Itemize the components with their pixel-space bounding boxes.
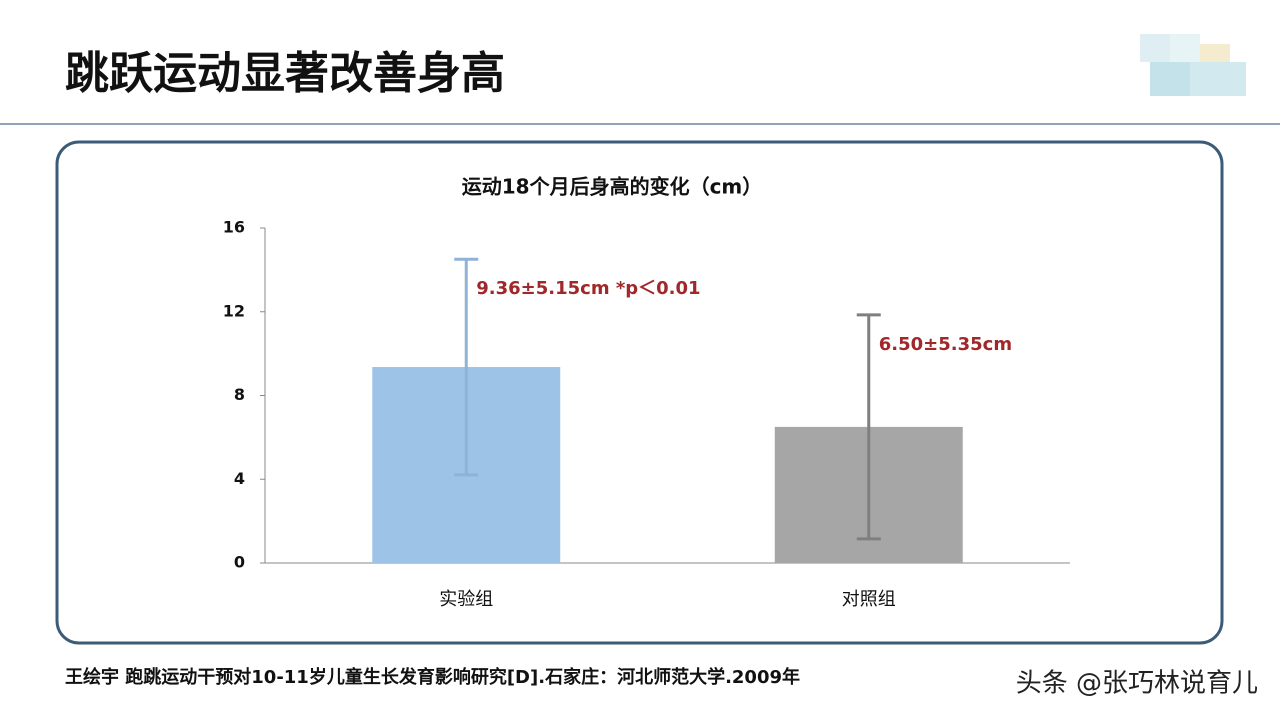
y-tick-label: 0 (234, 553, 245, 572)
annotation: 9.36±5.15cm *p＜0.01 (476, 278, 700, 299)
annotation: 6.50±5.35cm (879, 334, 1012, 355)
watermark: 头条 @张巧林说育儿 (1016, 669, 1258, 699)
mosaic (1170, 34, 1200, 62)
x-tick-label: 实验组 (439, 589, 493, 610)
y-tick-label: 4 (234, 469, 245, 488)
mosaic (1200, 44, 1230, 62)
mosaic (1150, 62, 1190, 96)
x-tick-label: 对照组 (842, 589, 896, 610)
y-tick-label: 12 (223, 301, 245, 320)
chart-frame (55, 140, 1224, 645)
y-tick-label: 8 (234, 385, 245, 404)
y-tick-label: 16 (223, 218, 245, 237)
mosaic-logo (1140, 34, 1246, 96)
mosaic (1190, 62, 1246, 96)
chart-title: 运动18个月后身高的变化（cm） (462, 175, 763, 199)
page-title: 跳跃运动显著改善身高 (65, 48, 505, 99)
mosaic (1140, 34, 1170, 62)
citation: 王绘宇 跑跳运动干预对10-11岁儿童生长发育影响研究[D].石家庄：河北师范大… (65, 666, 800, 688)
